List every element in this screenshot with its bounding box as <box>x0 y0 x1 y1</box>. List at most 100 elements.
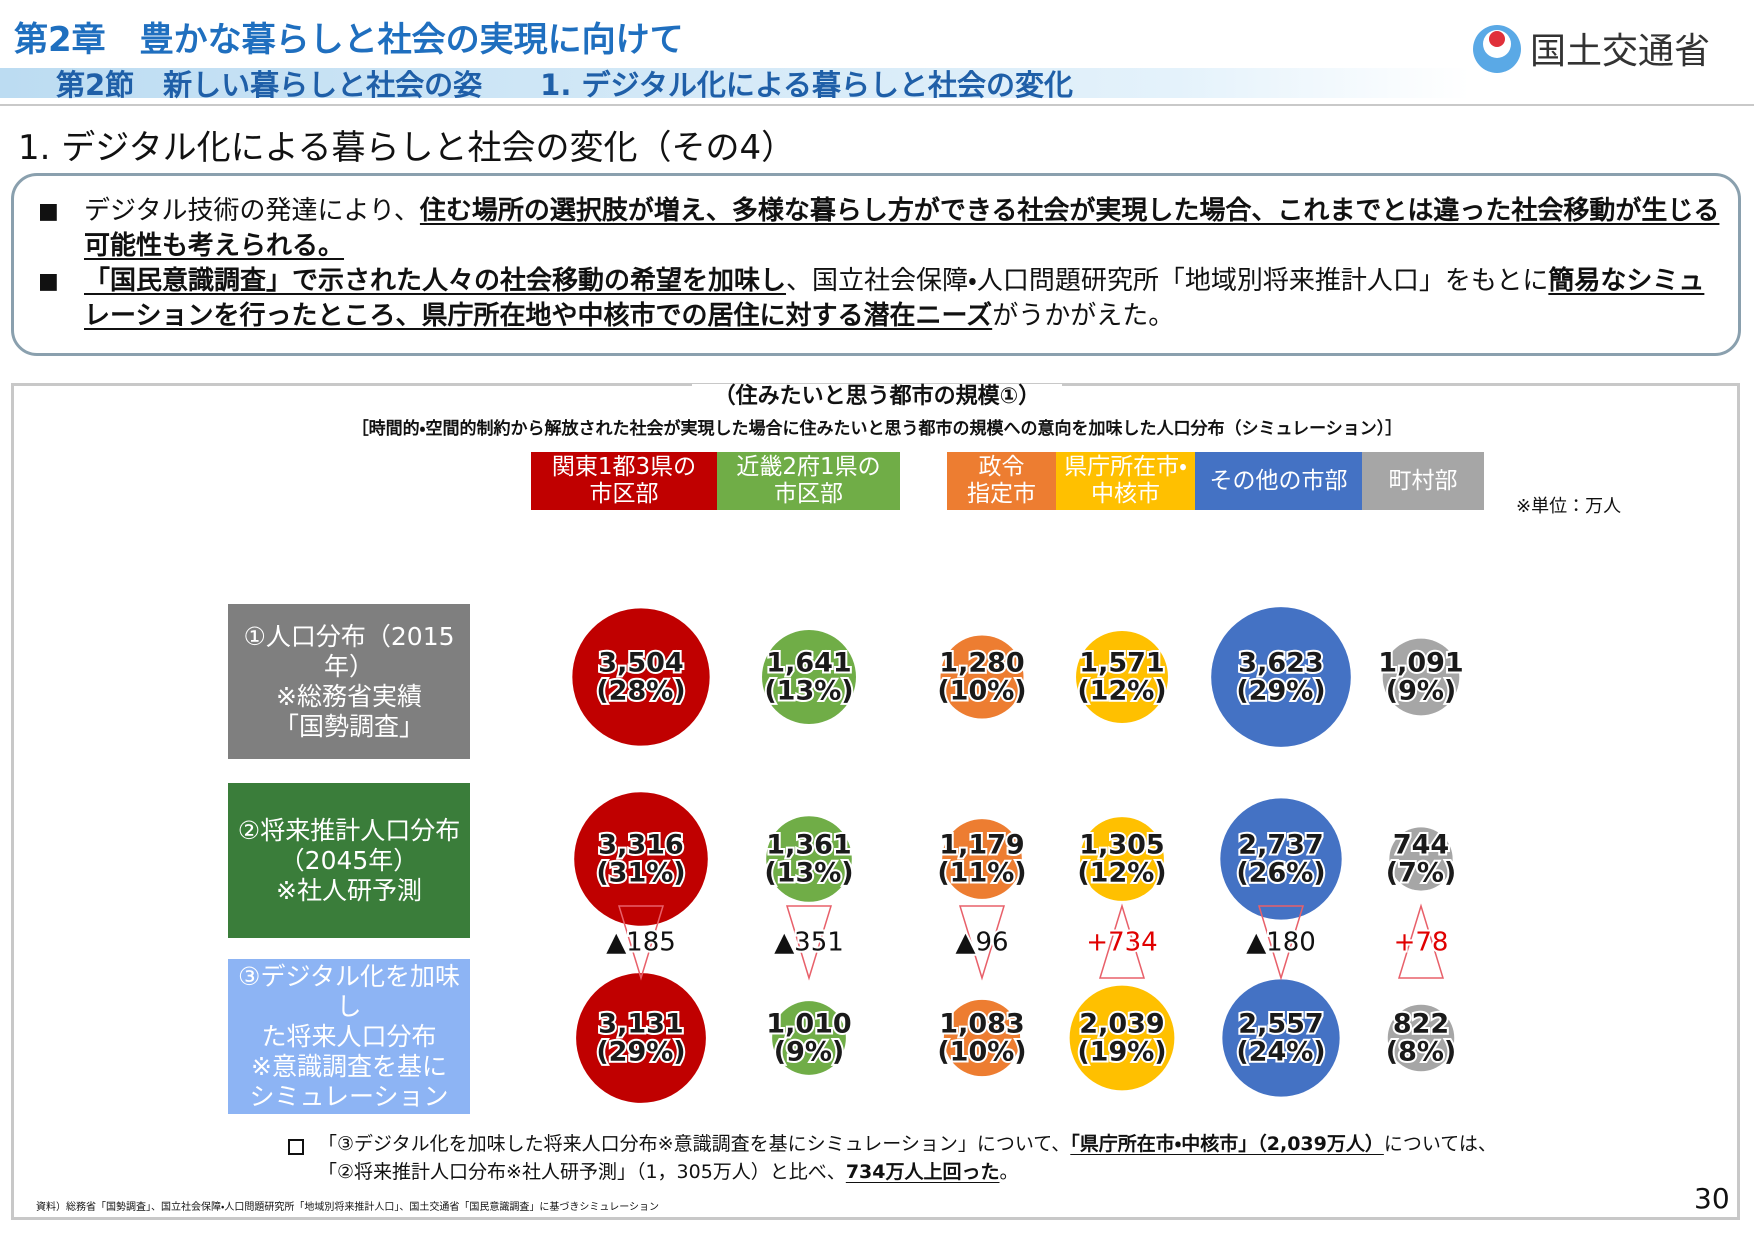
bullet: デジタル技術の発達により、住む場所の選択肢が増え、多様な暮らし方ができる社会が実… <box>38 194 1724 264</box>
share-label: (19%) <box>1077 1037 1166 1068</box>
share-label: (26%) <box>1236 858 1325 889</box>
footnote: 「③デジタル化を加味した将来人口分布※意識調査を基にシミュレーション」について、… <box>318 1130 1498 1186</box>
legend-item: 関東1都3県の 市区部 <box>531 452 717 510</box>
bubble <box>1389 827 1453 891</box>
legend-item: 近畿2府1県の 市区部 <box>717 452 900 510</box>
change-label: +78 <box>1394 928 1449 958</box>
share-label: (10%) <box>937 676 1026 707</box>
footnote-text: 「県庁所在市・中核市」（2,039万人） <box>1070 1133 1384 1155</box>
share-label: (13%) <box>764 858 853 889</box>
bubble <box>940 635 1024 719</box>
share-label: (10%) <box>937 1037 1026 1068</box>
change-label: ▲351 <box>774 928 844 958</box>
change-arrow <box>1098 903 1146 979</box>
page-number: 30 <box>1694 1182 1730 1215</box>
unit-note: ※単位：万人 <box>1516 496 1622 517</box>
bullet-text: がうかがえた。 <box>992 301 1175 331</box>
change-label: ▲96 <box>955 928 1008 958</box>
summary-box <box>11 173 1741 356</box>
value-label: 822 <box>1393 1009 1449 1040</box>
bubble <box>1080 817 1164 901</box>
bubble <box>1211 607 1351 747</box>
value-label: 1,361 <box>766 830 851 861</box>
bubble <box>772 1001 846 1075</box>
bubble <box>762 630 856 724</box>
header-rule <box>0 104 1754 106</box>
bubble <box>1387 1004 1455 1072</box>
chart-title-wrap: （住みたいと思う都市の規模①） <box>0 378 1754 410</box>
value-label: 1,083 <box>939 1009 1024 1040</box>
value-label: 1,305 <box>1079 830 1164 861</box>
bullet-text: 簡易なシミュレーションを行ったところ、県庁所在地や中核市での居住に対する潜在ニー… <box>84 266 1705 331</box>
value-label: 3,131 <box>598 1009 683 1040</box>
row-label: ②将来推計人口分布 （2045年） ※社人研予測 <box>228 783 470 938</box>
value-label: 1,280 <box>939 648 1024 679</box>
share-label: (12%) <box>1077 676 1166 707</box>
share-label: (9%) <box>1386 676 1457 707</box>
legend-item: その他の市部 <box>1195 452 1362 510</box>
row-label: ①人口分布（2015年） ※総務省実績 「国勢調査」 <box>228 604 470 759</box>
source-note: 資料）総務省「国勢調査」、国立社会保障・人口問題研究所「地域別将来推計人口」、国… <box>36 1202 659 1213</box>
legend-item: 県庁所在市・ 中核市 <box>1056 452 1195 510</box>
bubble <box>943 999 1021 1077</box>
share-label: (11%) <box>937 858 1026 889</box>
share-label: (29%) <box>596 1037 685 1068</box>
row-label: ③デジタル化を加味し た将来人口分布 ※意識調査を基に シミュレーション <box>228 959 470 1114</box>
share-label: (9%) <box>774 1037 845 1068</box>
bubble <box>1382 638 1460 716</box>
share-label: (8%) <box>1386 1037 1457 1068</box>
legend-item: 政令 指定市 <box>947 452 1056 510</box>
bubble <box>766 816 852 902</box>
bubble <box>1069 985 1175 1091</box>
legend-item: 町村部 <box>1362 452 1484 510</box>
logo-icon <box>1473 25 1521 73</box>
bubble <box>1220 798 1342 920</box>
value-label: 1,179 <box>939 830 1024 861</box>
bubble <box>574 792 708 926</box>
header-subtitle: 第2節 新しい暮らしと社会の姿 1. デジタル化による暮らしと社会の変化 <box>56 68 1074 102</box>
bullet-text: 、国立社会保障・人口問題研究所「地域別将来推計人口」をもとに <box>786 266 1549 296</box>
share-label: (28%) <box>596 676 685 707</box>
chart-title: （住みたいと思う都市の規模①） <box>691 384 1063 409</box>
share-label: (7%) <box>1386 858 1457 889</box>
logo-text: 国土交通省 <box>1530 31 1711 72</box>
change-arrow <box>617 905 665 981</box>
header-title: 第2章 豊かな暮らしと社会の実現に向けて <box>14 20 684 60</box>
bullet-text: 住む場所の選択肢が増え、多様な暮らし方ができる社会が実現した場合、これまでとは違… <box>84 196 1720 261</box>
bullet-text: 「国民意識調査」で示された人々の社会移動の希望を加味し <box>84 266 787 296</box>
bullet: 「国民意識調査」で示された人々の社会移動の希望を加味し、国立社会保障・人口問題研… <box>38 264 1724 334</box>
share-label: (31%) <box>596 858 685 889</box>
change-arrow <box>785 905 833 981</box>
footnote-marker <box>288 1139 304 1155</box>
value-label: 1,641 <box>766 648 851 679</box>
share-label: (12%) <box>1077 858 1166 889</box>
value-label: 1,010 <box>766 1009 851 1040</box>
bubble <box>576 973 706 1103</box>
change-label: +734 <box>1086 928 1157 958</box>
footnote-text: 734万人上回った <box>845 1161 1000 1183</box>
bubble <box>1222 979 1340 1097</box>
section-heading: 1. デジタル化による暮らしと社会の変化（その4） <box>18 128 796 168</box>
header-band <box>0 68 1470 98</box>
value-label: 2,557 <box>1238 1009 1323 1040</box>
change-label: ▲185 <box>606 928 676 958</box>
value-label: 3,504 <box>598 648 683 679</box>
footnote-text: 「③デジタル化を加味した将来人口分布※意識調査を基にシミュレーション」について、 <box>318 1133 1071 1155</box>
change-arrow <box>1397 903 1445 979</box>
bubble <box>942 819 1022 899</box>
bubble <box>1076 631 1168 723</box>
value-label: 1,571 <box>1079 648 1164 679</box>
value-label: 2,039 <box>1079 1009 1164 1040</box>
footnote-text: については、「②将来推計人口分布※社人研予測」（1，305万人）と比べ、 <box>318 1133 1497 1183</box>
value-label: 744 <box>1393 830 1449 861</box>
value-label: 2,737 <box>1238 830 1323 861</box>
change-label: ▲180 <box>1246 928 1316 958</box>
value-label: 3,623 <box>1238 648 1323 679</box>
share-label: (29%) <box>1236 676 1325 707</box>
share-label: (13%) <box>764 676 853 707</box>
bubble <box>572 608 710 746</box>
value-label: 3,316 <box>598 830 683 861</box>
footnote-text: 。 <box>999 1161 1019 1183</box>
